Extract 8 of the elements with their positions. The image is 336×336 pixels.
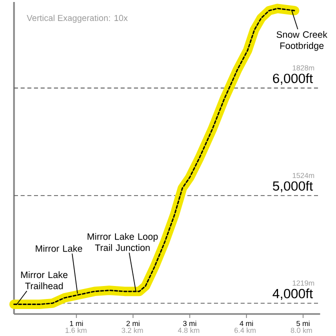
annotation: Mirror Lake Trailhead — [21, 271, 68, 290]
annotation: Vertical Exaggeration: 10x — [26, 14, 128, 23]
annotation: Mirror Lake — [36, 245, 82, 252]
y-tick-label: 4,000ft — [272, 288, 313, 300]
annotation: Mirror Lake Loop Trail Junction — [88, 233, 158, 251]
y-tick-label: 5,000ft — [272, 180, 313, 192]
y-tick-label: 6,000ft — [272, 73, 313, 85]
annotation: Snow Creek Footbridge — [276, 31, 328, 51]
